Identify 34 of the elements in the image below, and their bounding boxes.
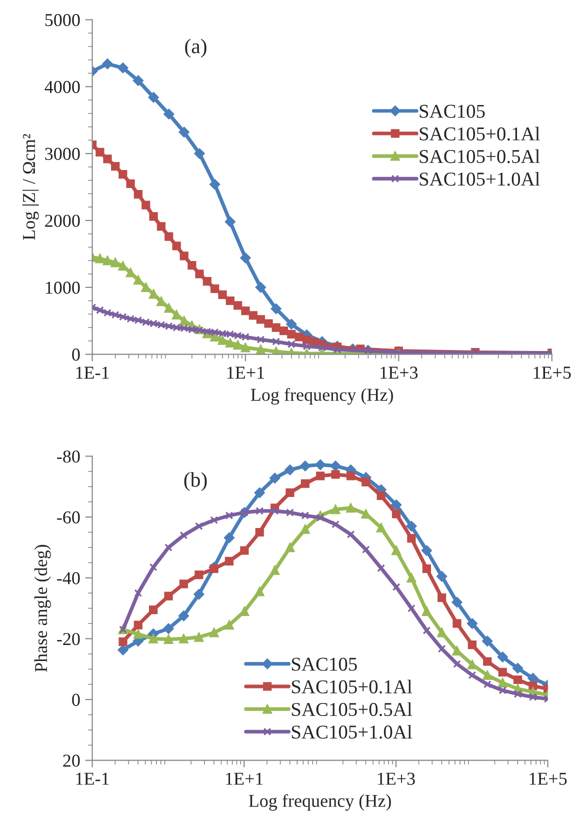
y-tick-label: 4000: [44, 80, 80, 94]
y-tick-label: 1000: [46, 282, 80, 294]
y-tick-label: -60: [57, 511, 80, 524]
y-tick-label: -20: [57, 632, 80, 646]
y-axis-title: Phase angle (deg): [34, 544, 51, 672]
legend-label: SAC105+0.5Al: [420, 149, 540, 164]
x-axis-title: Log frequency (Hz): [248, 794, 391, 811]
legend-label: SAC105+1.0Al: [292, 724, 412, 739]
y-tick-label: 20: [63, 754, 80, 767]
legend-label: SAC105+0.1Al: [292, 680, 412, 694]
x-tick-label: 1E+3: [378, 772, 415, 785]
y-tick-label: 0: [72, 348, 80, 361]
x-tick-label: 1E+1: [226, 772, 263, 785]
x-tick-label: 1E-1: [76, 772, 109, 785]
x-tick-label: 1E+5: [530, 772, 567, 785]
y-axis-title: Log |Z| / Ωcm²: [22, 134, 39, 240]
y-tick-label: -80: [57, 450, 80, 463]
x-tick-label: 1E+5: [534, 366, 571, 379]
legend-label: SAC105+0.1Al: [420, 126, 540, 141]
legend-label: SAC105: [292, 658, 357, 671]
y-tick-label: 2000: [45, 214, 80, 227]
y-tick-label: -40: [57, 572, 80, 584]
legend-label: SAC105: [420, 104, 485, 118]
x-axis-title: Log frequency (Hz): [250, 388, 393, 405]
y-tick-label: 0: [72, 694, 80, 706]
x-tick-label: 1E+3: [380, 366, 418, 379]
legend-label: SAC105+1.0Al: [420, 172, 540, 186]
y-tick-label: 5000: [45, 14, 80, 26]
y-tick-label: 3000: [45, 148, 80, 160]
annotation: (b): [184, 472, 207, 492]
legend-label: SAC105+0.5Al: [292, 702, 412, 716]
x-tick-label: 1E-1: [76, 366, 109, 379]
x-tick-label: 1E+1: [227, 366, 264, 379]
annotation: (a): [185, 38, 206, 58]
